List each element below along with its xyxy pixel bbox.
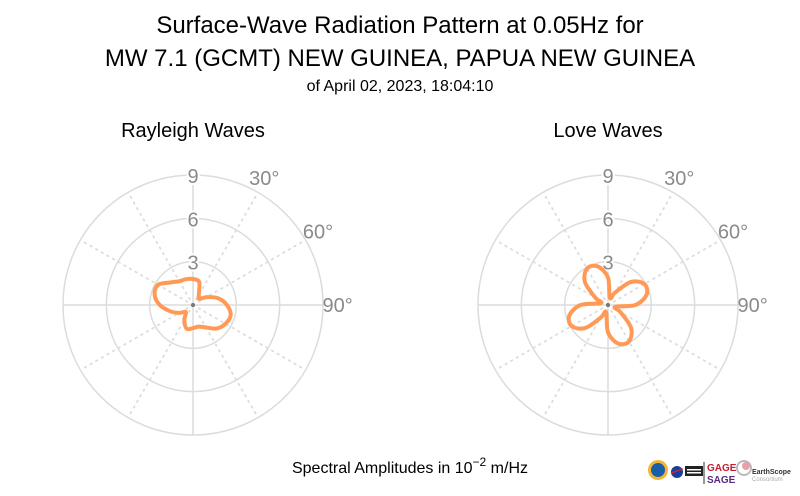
amplitude-units-label: Spectral Amplitudes in 10−2 m/Hz xyxy=(292,455,528,477)
angle-tick-label: 60° xyxy=(303,222,333,244)
angular-gridline xyxy=(79,239,194,306)
radial-gridline xyxy=(62,174,324,436)
radial-tick-label: 3 xyxy=(187,253,198,275)
usgs-logo xyxy=(685,466,703,476)
angular-gridline xyxy=(192,304,307,371)
angular-gridline xyxy=(127,304,194,419)
radiation-pattern-line xyxy=(566,263,650,347)
units-prefix: Spectral Amplitudes in 10 xyxy=(292,460,473,477)
love-title: Love Waves xyxy=(553,120,662,142)
title-line-1: Surface-Wave Radiation Pattern at 0.05Hz… xyxy=(156,12,643,39)
radial-tick-label: 6 xyxy=(602,209,613,231)
radial-gridline xyxy=(148,260,238,350)
nasa-logo xyxy=(670,466,684,478)
nsf-logo xyxy=(648,460,668,480)
radial-gridline xyxy=(563,260,653,350)
radial-gridline xyxy=(105,217,281,393)
origin-dot xyxy=(606,303,610,307)
angle-tick-label: 60° xyxy=(718,222,748,244)
angular-gridline xyxy=(542,191,609,306)
angular-gridline xyxy=(192,239,307,306)
angular-gridline xyxy=(607,304,722,371)
radial-tick-label: 9 xyxy=(187,166,198,188)
gage-logo: GAGE xyxy=(707,463,737,474)
units-exponent: −2 xyxy=(473,455,487,469)
radial-gridline xyxy=(477,174,739,436)
angular-gridline xyxy=(607,239,722,306)
radial-tick-label: 6 xyxy=(187,209,198,231)
origin-dot xyxy=(191,303,195,307)
radial-gridline xyxy=(520,217,696,393)
angular-gridline xyxy=(607,304,674,419)
angle-tick-label: 90° xyxy=(737,295,767,317)
angular-gridline xyxy=(494,239,609,306)
angular-gridline xyxy=(79,304,194,371)
radiation-pattern-line xyxy=(152,276,233,332)
svg-text:EarthScope: EarthScope xyxy=(752,469,791,476)
sage-logo: SAGE xyxy=(707,475,736,486)
angular-gridline xyxy=(192,191,259,306)
angular-gridline xyxy=(127,191,194,306)
subtitle: of April 02, 2023, 18:04:10 xyxy=(307,78,494,95)
angle-tick-label: 90° xyxy=(322,295,352,317)
angle-tick-label: 30° xyxy=(664,168,694,190)
sponsor-logos: GAGE SAGE EarthScope Consortium xyxy=(648,460,791,486)
radial-tick-label: 9 xyxy=(602,166,613,188)
rayleigh-polar-plot: Rayleigh Waves 3 6 9 30° 60° 90° xyxy=(62,120,353,436)
units-suffix: m/Hz xyxy=(486,460,528,477)
angular-gridline xyxy=(494,304,609,371)
love-polar-plot: Love Waves 369 30°60°90° xyxy=(477,120,768,436)
angular-gridline xyxy=(542,304,609,419)
svg-text:Consortium: Consortium xyxy=(752,477,783,483)
rayleigh-title: Rayleigh Waves xyxy=(121,120,265,142)
angle-tick-label: 30° xyxy=(249,168,279,190)
title-line-2: MW 7.1 (GCMT) NEW GUINEA, PAPUA NEW GUIN… xyxy=(105,45,695,72)
earthscope-logo: EarthScope Consortium xyxy=(736,460,791,483)
angular-gridline xyxy=(607,191,674,306)
angular-gridline xyxy=(192,304,259,419)
